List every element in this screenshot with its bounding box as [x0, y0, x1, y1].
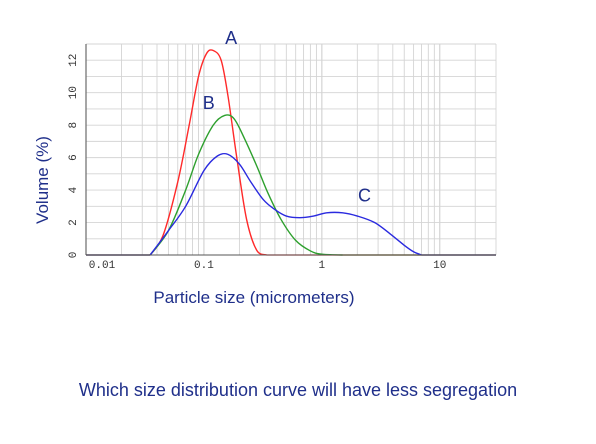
x-tick-label: 0.1 — [194, 260, 214, 272]
curve-c — [149, 152, 422, 256]
x-tick-label: 10 — [433, 260, 446, 272]
x-tick-label: 1 — [319, 260, 326, 272]
question-text: Which size distribution curve will have … — [78, 380, 518, 400]
y-tick-label: 8 — [68, 122, 80, 129]
curve-b — [149, 114, 343, 256]
x-axis-label: Particle size (micrometers) — [153, 288, 354, 307]
y-tick-label: 2 — [68, 219, 80, 226]
y-tick-label: 12 — [68, 54, 80, 67]
series-labels: A B C — [203, 28, 371, 205]
y-tick-label: 10 — [68, 86, 80, 99]
tick-labels: 0 2 4 6 8 10 12 0.01 0.1 1 10 — [68, 54, 446, 272]
series-label-b: B — [203, 93, 215, 113]
series-label-c: C — [358, 185, 371, 205]
axes — [85, 44, 496, 256]
x-tick-label: 0.01 — [89, 260, 116, 272]
y-axis-label: Volume (%) — [33, 136, 52, 224]
y-tick-label: 4 — [68, 186, 80, 193]
plot-area — [86, 44, 496, 255]
curve-a — [149, 49, 267, 256]
y-tick-label: 0 — [68, 252, 80, 259]
y-tick-label: 6 — [68, 154, 80, 161]
series-label-a: A — [225, 28, 237, 48]
